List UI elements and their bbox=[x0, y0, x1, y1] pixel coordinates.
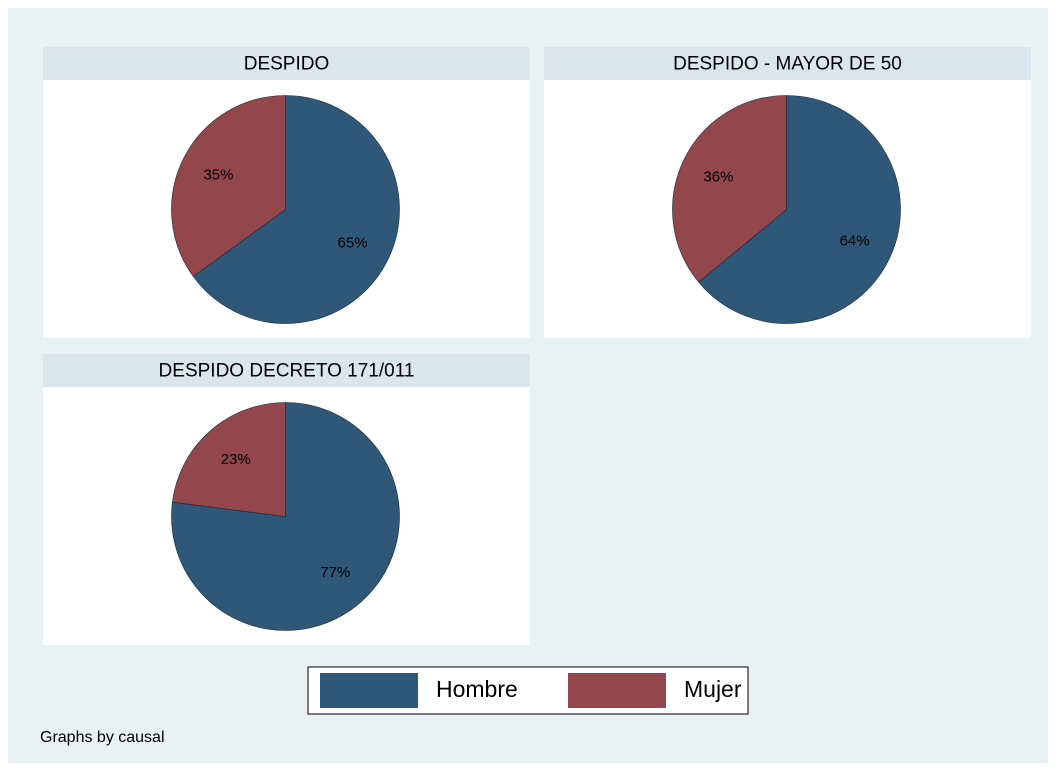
note: Graphs by causal bbox=[40, 729, 165, 746]
pie-slice bbox=[172, 402, 286, 517]
panel-header bbox=[43, 47, 530, 80]
pie-slice bbox=[698, 95, 901, 324]
pie-slice bbox=[171, 95, 286, 277]
pie-slice bbox=[672, 95, 787, 283]
legend-swatch bbox=[320, 673, 418, 708]
legend-swatch bbox=[568, 673, 666, 708]
legend-label: Mujer bbox=[684, 676, 742, 702]
slice-label: 35% bbox=[203, 166, 233, 183]
slice-label: 64% bbox=[840, 233, 870, 250]
slice-label: 77% bbox=[320, 564, 350, 581]
panel-header bbox=[544, 47, 1031, 80]
pie-slice bbox=[192, 95, 400, 324]
slice-label: 65% bbox=[338, 235, 368, 252]
panel-title: DESPIDO - MAYOR DE 50 bbox=[673, 54, 902, 75]
slice-label: 36% bbox=[703, 168, 733, 185]
panel-title: DESPIDO DECRETO 171/011 bbox=[159, 361, 415, 382]
legend-label: Hombre bbox=[436, 676, 518, 702]
panel-header bbox=[43, 354, 530, 387]
slice-label: 23% bbox=[221, 451, 251, 468]
panel-title: DESPIDO bbox=[244, 54, 330, 75]
